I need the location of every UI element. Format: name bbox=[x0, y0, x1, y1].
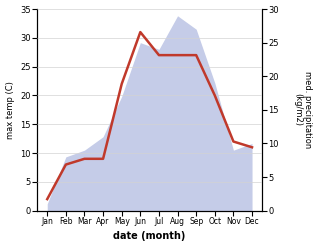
Y-axis label: max temp (C): max temp (C) bbox=[5, 81, 15, 139]
Y-axis label: med. precipitation
(kg/m2): med. precipitation (kg/m2) bbox=[293, 71, 313, 148]
X-axis label: date (month): date (month) bbox=[114, 231, 186, 242]
